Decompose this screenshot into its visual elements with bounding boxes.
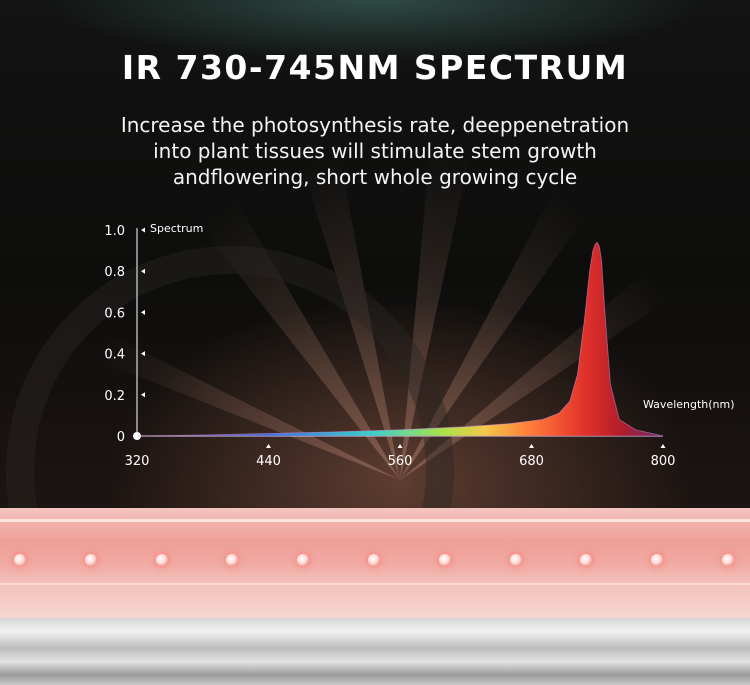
x-tick-label: 440 (256, 454, 281, 469)
led-diode (722, 554, 734, 566)
page-subtitle: Increase the photosynthesis rate, deeppe… (60, 112, 690, 190)
x-tick-marker (529, 444, 534, 448)
x-tick-label: 320 (125, 454, 150, 469)
spectrum-area (136, 241, 664, 437)
led-diode (297, 554, 310, 566)
light-bar-edge (0, 519, 750, 522)
y-tick-label: 0.4 (104, 348, 125, 363)
led-diode (155, 554, 168, 566)
x-tick-label: 800 (651, 454, 676, 469)
y-tick-label: 0.2 (104, 389, 125, 404)
y-tick-marker (141, 351, 145, 357)
led-diode (438, 554, 451, 566)
y-tick-label: 0 (117, 430, 125, 445)
y-tick-marker (141, 392, 145, 398)
page-title: IR 730-745NM SPECTRUM (121, 48, 629, 87)
y-tick-marker (141, 309, 145, 315)
y-tick-label: 0.6 (104, 306, 125, 321)
led-diode (651, 554, 664, 566)
x-axis-label: Wavelength(nm) (643, 398, 735, 411)
y-tick-label: 0.8 (104, 265, 125, 280)
led-diode (580, 554, 593, 566)
subtitle-line: Increase the photosynthesis rate, deeppe… (120, 113, 630, 137)
y-tick-label: 1.0 (104, 224, 125, 239)
x-tick-label: 680 (519, 454, 544, 469)
x-tick-marker (397, 444, 403, 448)
led-diode (14, 554, 26, 566)
led-diode (226, 554, 239, 566)
aluminum-housing (0, 618, 750, 685)
led-diode (368, 554, 380, 566)
x-tick-marker (660, 444, 666, 448)
subtitle-line: into plant tissues will stimulate stem g… (153, 139, 597, 163)
y-axis-label: Spectrum (150, 222, 203, 235)
light-bar-edge (0, 583, 750, 585)
y-tick-marker (141, 268, 145, 274)
x-tick-marker (266, 444, 271, 448)
x-tick-label: 560 (388, 454, 413, 469)
led-diode (84, 554, 97, 566)
led-diode (509, 554, 522, 566)
subtitle-line: andflowering, short whole growing cycle (172, 165, 578, 189)
y-tick-marker (141, 227, 145, 233)
